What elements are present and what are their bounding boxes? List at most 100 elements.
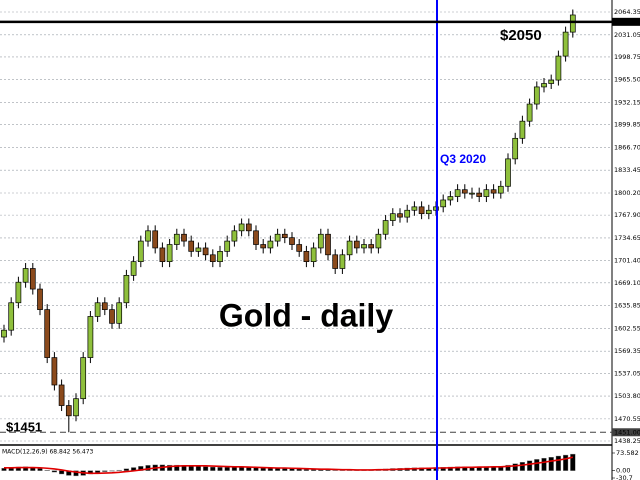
y-tick-label: 1503.80 (614, 392, 640, 400)
candle-body (361, 244, 367, 249)
candle-body (245, 223, 252, 232)
macd-bar (253, 467, 259, 471)
y-tick-label: 1438.25 (614, 437, 640, 445)
candle-body (519, 120, 526, 139)
candle-body (569, 14, 576, 33)
y-tick-label: 1470.55 (614, 415, 640, 423)
candle-body (238, 223, 245, 232)
candle-body (37, 288, 43, 310)
candle-body (425, 209, 432, 215)
candle-body (101, 302, 108, 310)
candle-body (29, 268, 36, 290)
candle-body (454, 189, 461, 197)
y-tick-label: 1998.75 (614, 53, 640, 61)
y-tick-label: 2064.35 (614, 8, 640, 16)
low-annotation: $1451 (6, 420, 42, 435)
y-tick-label: 2031.05 (614, 31, 640, 39)
y-tick-label: 1965.50 (614, 76, 640, 84)
chart-title: Gold - daily (219, 297, 393, 333)
candle-body (22, 268, 29, 283)
y-tick-label: 1602.55 (614, 324, 640, 332)
candle-body (109, 309, 115, 324)
candle-body (159, 247, 166, 263)
candle-body (382, 220, 389, 235)
macd-bar (541, 457, 547, 471)
candle-body (541, 83, 547, 88)
macd-bar (202, 466, 209, 471)
y-tick-label: 1800.20 (614, 189, 640, 197)
candle-body (339, 254, 346, 269)
candle-body (404, 209, 411, 218)
candle-body (505, 158, 511, 187)
candle-body (267, 240, 274, 249)
candle-body (325, 233, 331, 256)
candle-body (548, 79, 555, 84)
candle-body (397, 213, 403, 218)
candle-body (490, 189, 497, 194)
candle-body (58, 384, 65, 406)
candle-body (469, 192, 475, 195)
macd-bar (519, 462, 526, 471)
high-annotation: $2050 (500, 27, 542, 44)
macd-bar (548, 457, 554, 471)
macd-bar (195, 465, 202, 471)
candle-body (15, 281, 22, 304)
candle-body (447, 196, 454, 201)
candle-body (116, 302, 123, 324)
candle-body (44, 309, 51, 358)
macd-bar (123, 468, 130, 471)
level-label-box (612, 428, 640, 437)
candle-body (346, 240, 353, 256)
candle-body (562, 31, 569, 57)
candle-body (274, 233, 281, 242)
macd-bar (51, 470, 58, 473)
candle-body (375, 233, 382, 249)
candle-body (65, 405, 72, 417)
candle-body (123, 275, 130, 304)
vertical-marker-label: Q3 2020 (440, 152, 486, 166)
macd-bar (44, 469, 50, 471)
macd-bar (563, 454, 569, 471)
y-tick-label: 1767.90 (614, 211, 640, 219)
level-label-box (612, 17, 640, 26)
candle-body (332, 254, 339, 269)
macd-bar (570, 453, 576, 471)
candle-body (411, 206, 418, 211)
candle-body (526, 103, 533, 122)
candle-body (188, 240, 195, 252)
candle-body (51, 357, 58, 386)
y-tick-label: 1701.40 (614, 257, 640, 265)
candle-body (80, 357, 87, 400)
candle-body (202, 247, 209, 256)
macd-bar (109, 470, 115, 472)
y-tick-label: 1635.85 (614, 302, 640, 310)
candle-body (289, 237, 295, 245)
macd-bar (59, 470, 65, 475)
candle-body (317, 233, 324, 249)
candle-body (137, 240, 144, 263)
y-tick-label: 1932.15 (614, 99, 640, 107)
macd-bar (210, 466, 216, 471)
candle-body (181, 233, 187, 242)
candle-body (368, 244, 375, 249)
macd-label: MACD(12,26,9) 68.842 56.473 (2, 449, 94, 456)
macd-bar (512, 463, 518, 471)
macd-bar (217, 467, 223, 471)
candle-body (130, 261, 137, 276)
macd-bar (555, 455, 562, 471)
macd-bar (527, 460, 533, 471)
candle-body (440, 199, 447, 208)
y-tick-label: 1833.45 (614, 166, 640, 174)
candle-body (145, 230, 151, 242)
y-tick-label: 1669.10 (614, 279, 640, 287)
candle-body (8, 302, 15, 331)
macd-bar (94, 470, 101, 473)
candle-body (476, 192, 483, 197)
macd-bar (260, 467, 266, 471)
macd-bar (37, 468, 43, 471)
macd-bar (1, 468, 7, 471)
candle-body (253, 230, 259, 245)
candle-body (353, 240, 360, 249)
candle-body (296, 244, 303, 252)
